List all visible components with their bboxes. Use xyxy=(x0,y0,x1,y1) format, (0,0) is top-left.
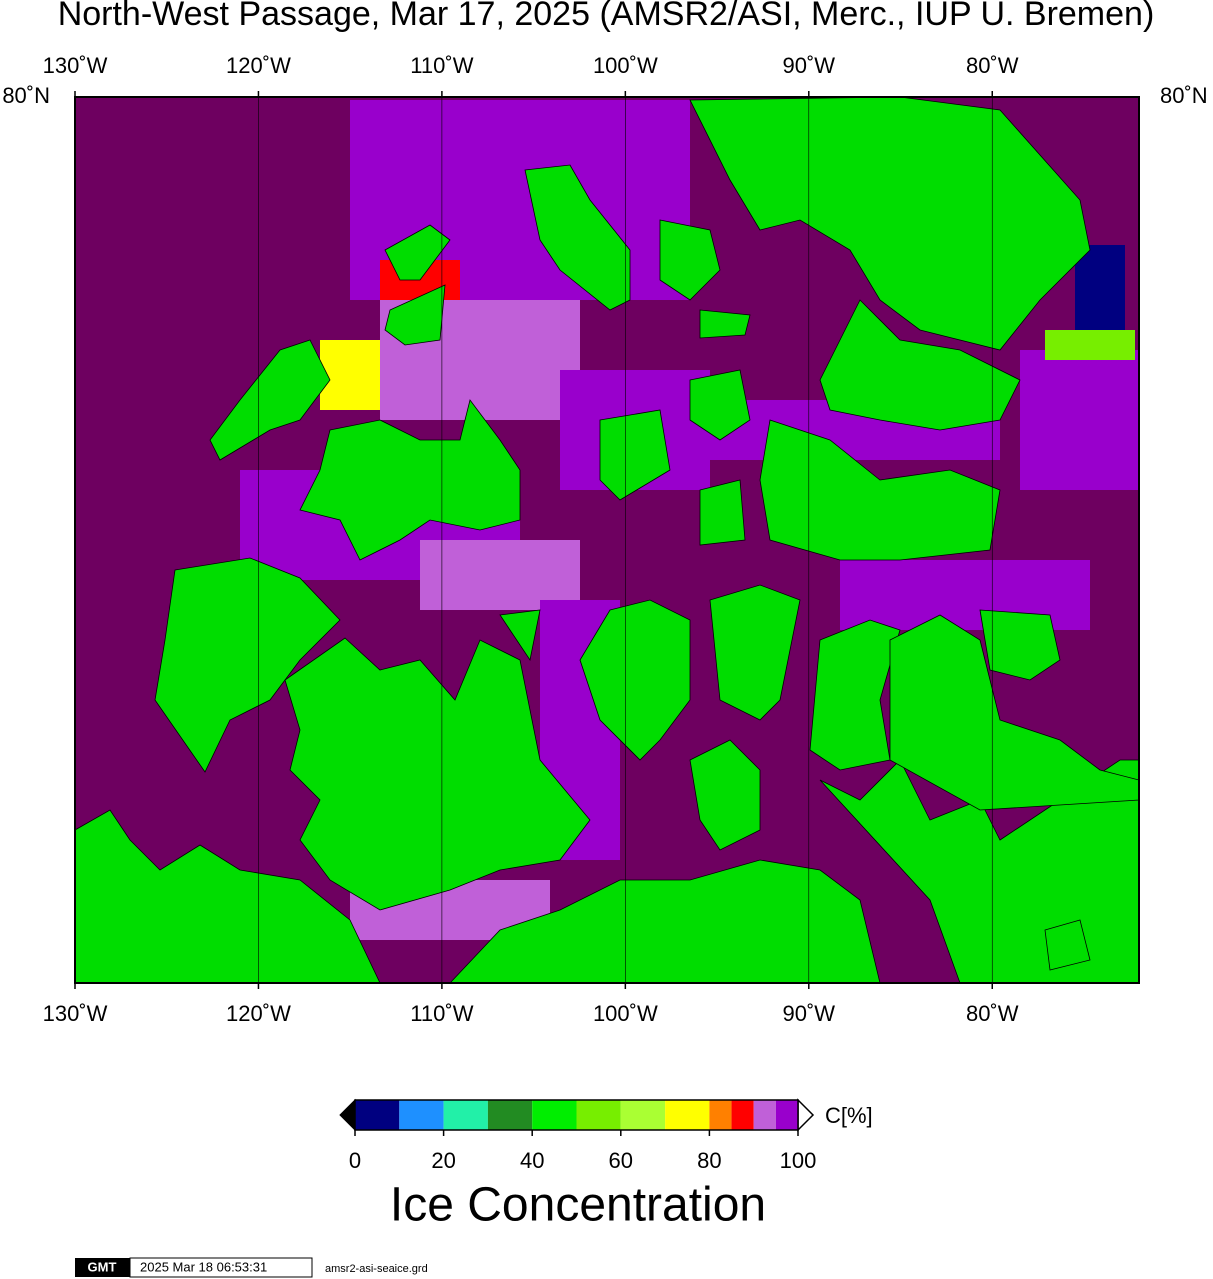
y-tick-label: 80˚N xyxy=(1160,83,1208,108)
map xyxy=(74,91,1140,989)
colorbar-tick-label: 20 xyxy=(431,1148,455,1173)
colorbar-segment xyxy=(487,1100,533,1130)
colorbar-frame xyxy=(354,1099,799,1131)
x-tick-label: 120˚W xyxy=(226,1001,291,1026)
x-tick-label: 80˚W xyxy=(966,53,1019,78)
colorbar-segment xyxy=(532,1100,577,1130)
colorbar-label: Ice Concentration xyxy=(390,1179,766,1232)
x-tick-label: 90˚W xyxy=(783,1001,836,1026)
map-frame xyxy=(74,96,1140,984)
colorbar-tick-label: 0 xyxy=(349,1148,361,1173)
colorbar-under xyxy=(339,1098,356,1132)
x-tick-label: 110˚W xyxy=(410,53,473,78)
colorbar-segment xyxy=(731,1100,754,1130)
timestamp: 2025 Mar 18 06:53:31 xyxy=(140,1259,267,1274)
colorbar-segment xyxy=(355,1100,400,1130)
colorbar-tick-label: 80 xyxy=(697,1148,721,1173)
x-tick-label: 130˚W xyxy=(43,1001,108,1026)
logo: GMT xyxy=(88,1259,117,1274)
x-tick-label: 100˚W xyxy=(593,1001,658,1026)
colorbar-tick-label: 40 xyxy=(520,1148,544,1173)
x-tick-label: 100˚W xyxy=(593,53,658,78)
colorbar-segment xyxy=(709,1100,732,1130)
title: North-West Passage, Mar 17, 2025 (AMSR2/… xyxy=(58,0,1155,33)
x-tick-label: 80˚W xyxy=(966,1001,1019,1026)
x-tick-label: 90˚W xyxy=(783,53,836,78)
land xyxy=(74,96,1140,984)
footer: GMT 2025 Mar 18 06:53:31 amsr2-asi-seaic… xyxy=(75,1257,428,1278)
x-tick-label: 110˚W xyxy=(410,1001,473,1026)
x-tick-label: 120˚W xyxy=(226,53,291,78)
colorbar-tick-label: 60 xyxy=(609,1148,633,1173)
x-tick-label: 130˚W xyxy=(43,53,108,78)
colorbar-segment xyxy=(620,1100,666,1130)
timestamp-box xyxy=(129,1257,313,1278)
colorbar-segment xyxy=(753,1100,776,1130)
colorbar-segment xyxy=(576,1100,621,1130)
colorbar-segment xyxy=(443,1100,488,1130)
colorbar-segment xyxy=(399,1100,444,1130)
file-name: amsr2-asi-seaice.grd xyxy=(325,1263,428,1275)
colorbar: C[%] Ice Concentration 0 20 40 60 80 100 xyxy=(339,1098,873,1232)
y-tick-label: 80˚N xyxy=(2,83,50,108)
logo-box xyxy=(75,1258,130,1277)
colorbar-unit: C[%] xyxy=(825,1103,873,1128)
colorbar-segment xyxy=(775,1100,798,1130)
colorbar-segment xyxy=(665,1100,710,1130)
colorbar-over xyxy=(797,1098,815,1132)
colorbar-tick-label: 100 xyxy=(780,1148,817,1173)
